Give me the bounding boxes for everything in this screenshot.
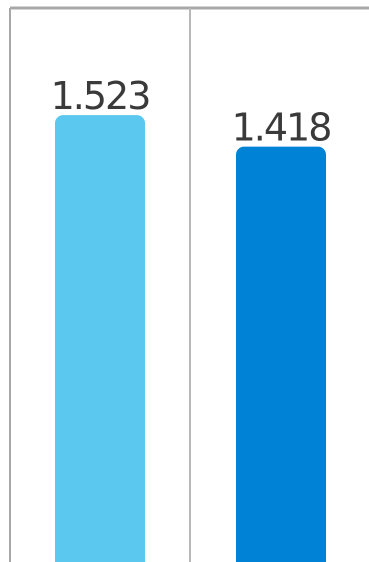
bar-2 <box>236 146 326 562</box>
data-label-2: 1.418 <box>232 106 331 150</box>
bar-1 <box>55 115 145 562</box>
data-label-1: 1.523 <box>51 74 150 118</box>
data-labels-group: 1.523 1.418 <box>51 74 333 150</box>
bars-group <box>55 115 326 562</box>
